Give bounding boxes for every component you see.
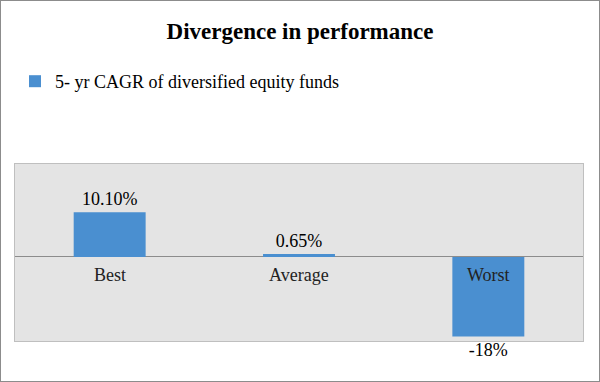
svg-text:Best: Best bbox=[94, 265, 126, 285]
svg-text:10.10%: 10.10% bbox=[82, 189, 138, 209]
svg-text:0.65%: 0.65% bbox=[276, 231, 323, 251]
svg-text:Average: Average bbox=[269, 265, 329, 285]
svg-text:Worst: Worst bbox=[467, 265, 510, 285]
svg-text:-18%: -18% bbox=[469, 340, 508, 360]
svg-text:5- yr CAGR of diversified equi: 5- yr CAGR of diversified equity funds bbox=[55, 72, 339, 92]
svg-text:Divergence in performance: Divergence in performance bbox=[167, 19, 434, 44]
